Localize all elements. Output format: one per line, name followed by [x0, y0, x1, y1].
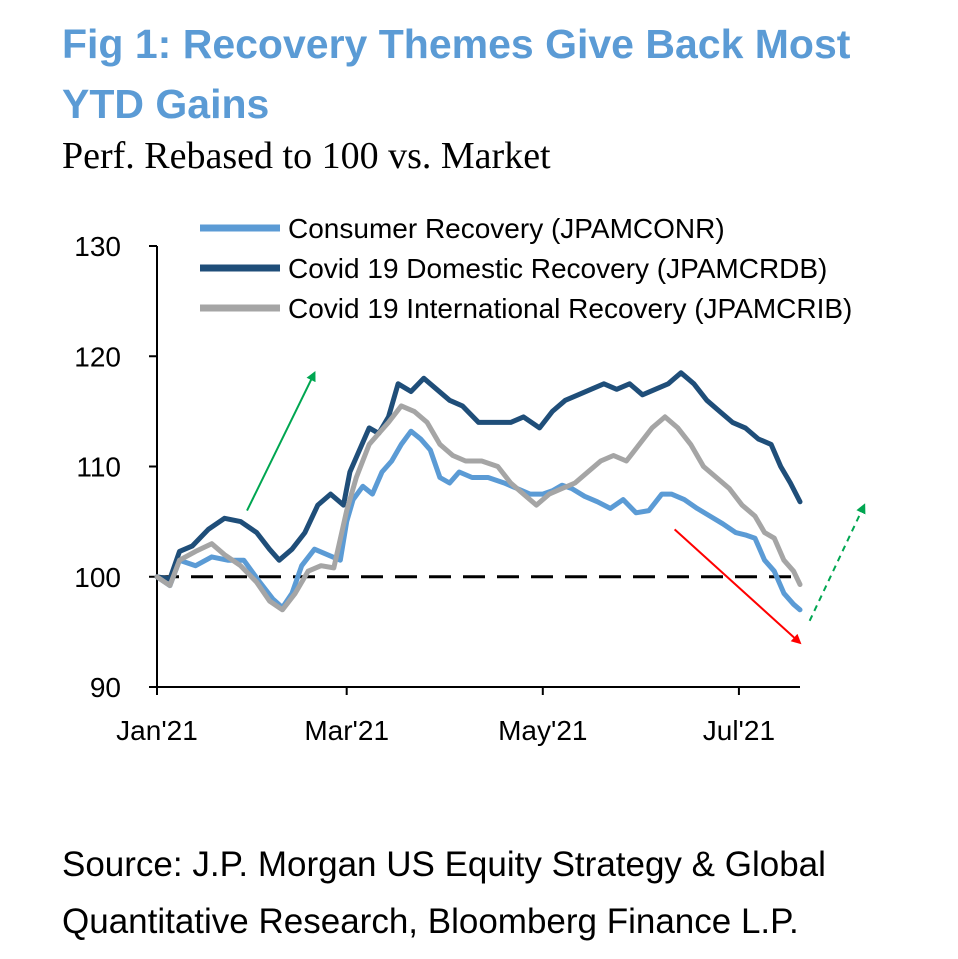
annotation-arrow-3 [808, 503, 866, 622]
annotation-arrow-1 [246, 370, 316, 512]
series-layer [154, 370, 803, 613]
x-tick-label: Mar'21 [304, 715, 389, 746]
series-line-1 [154, 428, 803, 613]
annotation-arrow-2 [673, 528, 802, 645]
y-tick-label: 100 [74, 562, 121, 593]
y-tick-label: 90 [90, 672, 121, 703]
chart-axes: 90 100 110 120 130 Jan'21 Mar'21 May'21 Jul'21 [74, 231, 800, 746]
line-chart: 90 100 110 120 130 Jan'21 Mar'21 May'21 Jul'21 C… [74, 213, 866, 746]
annotation-layer [246, 370, 866, 645]
series-line-3 [154, 403, 803, 613]
chart-title: Fig 1: Recovery Themes Give Back Most YT… [62, 21, 851, 127]
source-note: Source: J.P. Morgan US Equity Strategy &… [62, 845, 826, 941]
y-tick-label: 120 [74, 341, 121, 372]
x-tick-label: May'21 [498, 715, 587, 746]
legend-label-3: Covid 19 International Recovery (JPAMCRI… [288, 293, 852, 324]
series-line-2 [154, 370, 803, 582]
x-tick-label: Jan'21 [116, 715, 198, 746]
x-tick-label: Jul'21 [703, 715, 775, 746]
legend-label-2: Covid 19 Domestic Recovery (JPAMCRDB) [288, 253, 827, 284]
legend-label-1: Consumer Recovery (JPAMCONR) [288, 213, 725, 244]
y-tick-label: 110 [76, 452, 121, 483]
chart-subtitle: Perf. Rebased to 100 vs. Market [62, 135, 551, 177]
chart-legend: Consumer Recovery (JPAMCONR) Covid 19 Dom… [200, 213, 852, 324]
y-tick-label: 130 [74, 231, 121, 262]
